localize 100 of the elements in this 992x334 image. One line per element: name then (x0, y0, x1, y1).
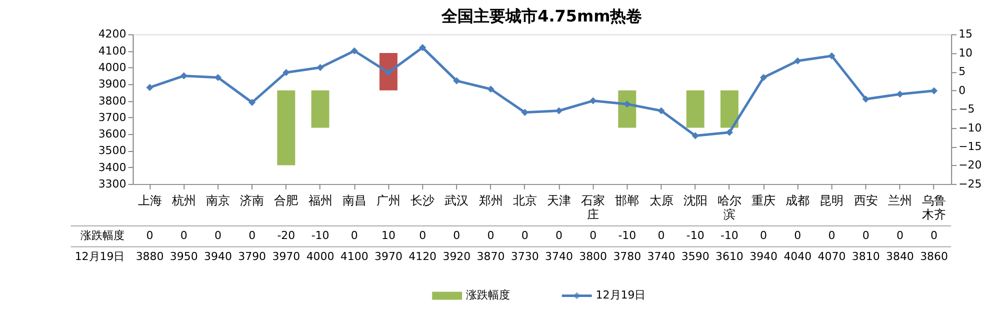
data-label: 3730 (510, 250, 539, 263)
point (658, 107, 665, 114)
x-tick-label: 武汉 (444, 193, 469, 208)
data-label: 3880 (136, 250, 164, 263)
data-label: 0 (146, 228, 154, 242)
x-tick-label: 兰州 (888, 193, 912, 208)
y2-tick-label: 15 (958, 28, 973, 41)
x-tick-label: 南昌 (342, 193, 366, 208)
x-tick-label: 成都 (786, 193, 810, 208)
point (180, 72, 188, 80)
y-tick-label: 3300 (98, 177, 126, 190)
data-label: 10 (381, 228, 396, 242)
data-label: 3790 (238, 250, 266, 263)
y-tick-label: 4100 (98, 44, 126, 58)
point (521, 108, 528, 116)
data-label: 0 (862, 228, 870, 242)
data-label: 0 (555, 228, 562, 242)
data-label: 3970 (272, 250, 300, 263)
x-tick-label: 重庆 (752, 193, 776, 208)
data-label: 3590 (681, 250, 710, 263)
y2-tick-label: 5 (958, 65, 966, 78)
data-label: 0 (828, 228, 836, 242)
point (624, 100, 631, 108)
data-label: 3940 (750, 250, 778, 263)
data-label: -10 (311, 228, 330, 242)
x-tick-label: 南京 (206, 193, 230, 208)
data-label: 0 (214, 228, 222, 242)
point (350, 47, 358, 54)
x-tick-label: 福州 (308, 193, 332, 208)
data-label: 4040 (784, 250, 812, 263)
y2-tick-label: −20 (958, 158, 982, 172)
legend-label: 涨跌幅度 (466, 288, 510, 302)
x-tick-label: 石家庄 (581, 193, 606, 222)
data-label: 3940 (204, 250, 232, 263)
data-label: 3950 (170, 250, 198, 263)
data-label: 0 (419, 228, 426, 242)
x-tick-label: 邯郸 (615, 193, 640, 208)
y2-tick-label: −15 (958, 140, 982, 154)
data-label: 3780 (613, 250, 642, 263)
x-tick-label: 郑州 (478, 193, 503, 208)
x-tick-label: 沈阳 (683, 193, 708, 208)
x-tick-label: 北京 (512, 193, 537, 208)
data-label: -20 (277, 228, 296, 242)
x-tick-label: 天津 (546, 193, 571, 208)
data-label: 0 (794, 228, 802, 242)
data-label: 0 (930, 228, 938, 242)
y2-tick-label: 10 (958, 46, 973, 60)
data-label: 3810 (852, 250, 880, 263)
x-tick-label: 合肥 (274, 193, 298, 208)
point (487, 86, 494, 93)
x-tick-label: 太原 (649, 193, 674, 208)
point (930, 87, 938, 94)
data-label: 0 (590, 228, 597, 242)
data-label: 4120 (408, 250, 437, 263)
y-tick-label: 3400 (98, 160, 126, 174)
point (384, 68, 392, 76)
data-label: 0 (453, 228, 460, 242)
y2-tick-label: −25 (958, 177, 982, 190)
text: 12月19日 (74, 250, 125, 263)
x-tick-label: 乌鲁木齐 (922, 193, 946, 222)
data-label: 3920 (442, 250, 471, 263)
data-label: 3860 (920, 250, 948, 263)
data-label: 0 (180, 228, 188, 242)
data-label: 3970 (374, 250, 402, 263)
text: 涨跌幅度 (80, 228, 125, 242)
x-tick-label: 西安 (854, 193, 878, 208)
point (862, 96, 870, 103)
point (453, 77, 460, 84)
x-tick-label: 上海 (138, 193, 162, 208)
data-label: 0 (760, 228, 768, 242)
x-tick-label: 济南 (240, 193, 264, 208)
data-label: 3870 (476, 250, 505, 263)
data-label: 3740 (647, 250, 676, 263)
point (692, 132, 699, 140)
data-label: 3740 (544, 250, 573, 263)
y2-tick-label: −10 (958, 121, 982, 134)
point (146, 84, 154, 91)
data-label: -10 (618, 228, 636, 242)
point (828, 52, 836, 60)
chart-title: 全国主要城市4.75mm热卷 (440, 6, 642, 26)
y2-tick-label: 0 (958, 84, 966, 97)
point (760, 74, 768, 82)
x-tick-label: 哈尔滨 (717, 193, 742, 222)
data-label: 0 (487, 228, 494, 242)
legend-label: 12月19日 (596, 288, 646, 302)
data-label: -10 (720, 228, 738, 242)
point (794, 57, 802, 64)
data-label: 0 (896, 228, 904, 242)
point (896, 90, 904, 98)
data-label: 3840 (886, 250, 914, 263)
point (419, 44, 426, 52)
y-tick-label: 3900 (98, 78, 126, 91)
y-tick-label: 3600 (98, 128, 126, 141)
data-label: 4100 (340, 250, 368, 263)
data-label: 3800 (579, 250, 608, 263)
point (726, 128, 733, 136)
y-tick-label: 4200 (98, 28, 126, 41)
x-tick-label: 昆明 (820, 193, 844, 208)
data-label: -10 (686, 228, 704, 242)
y-tick-label: 3700 (98, 110, 126, 124)
